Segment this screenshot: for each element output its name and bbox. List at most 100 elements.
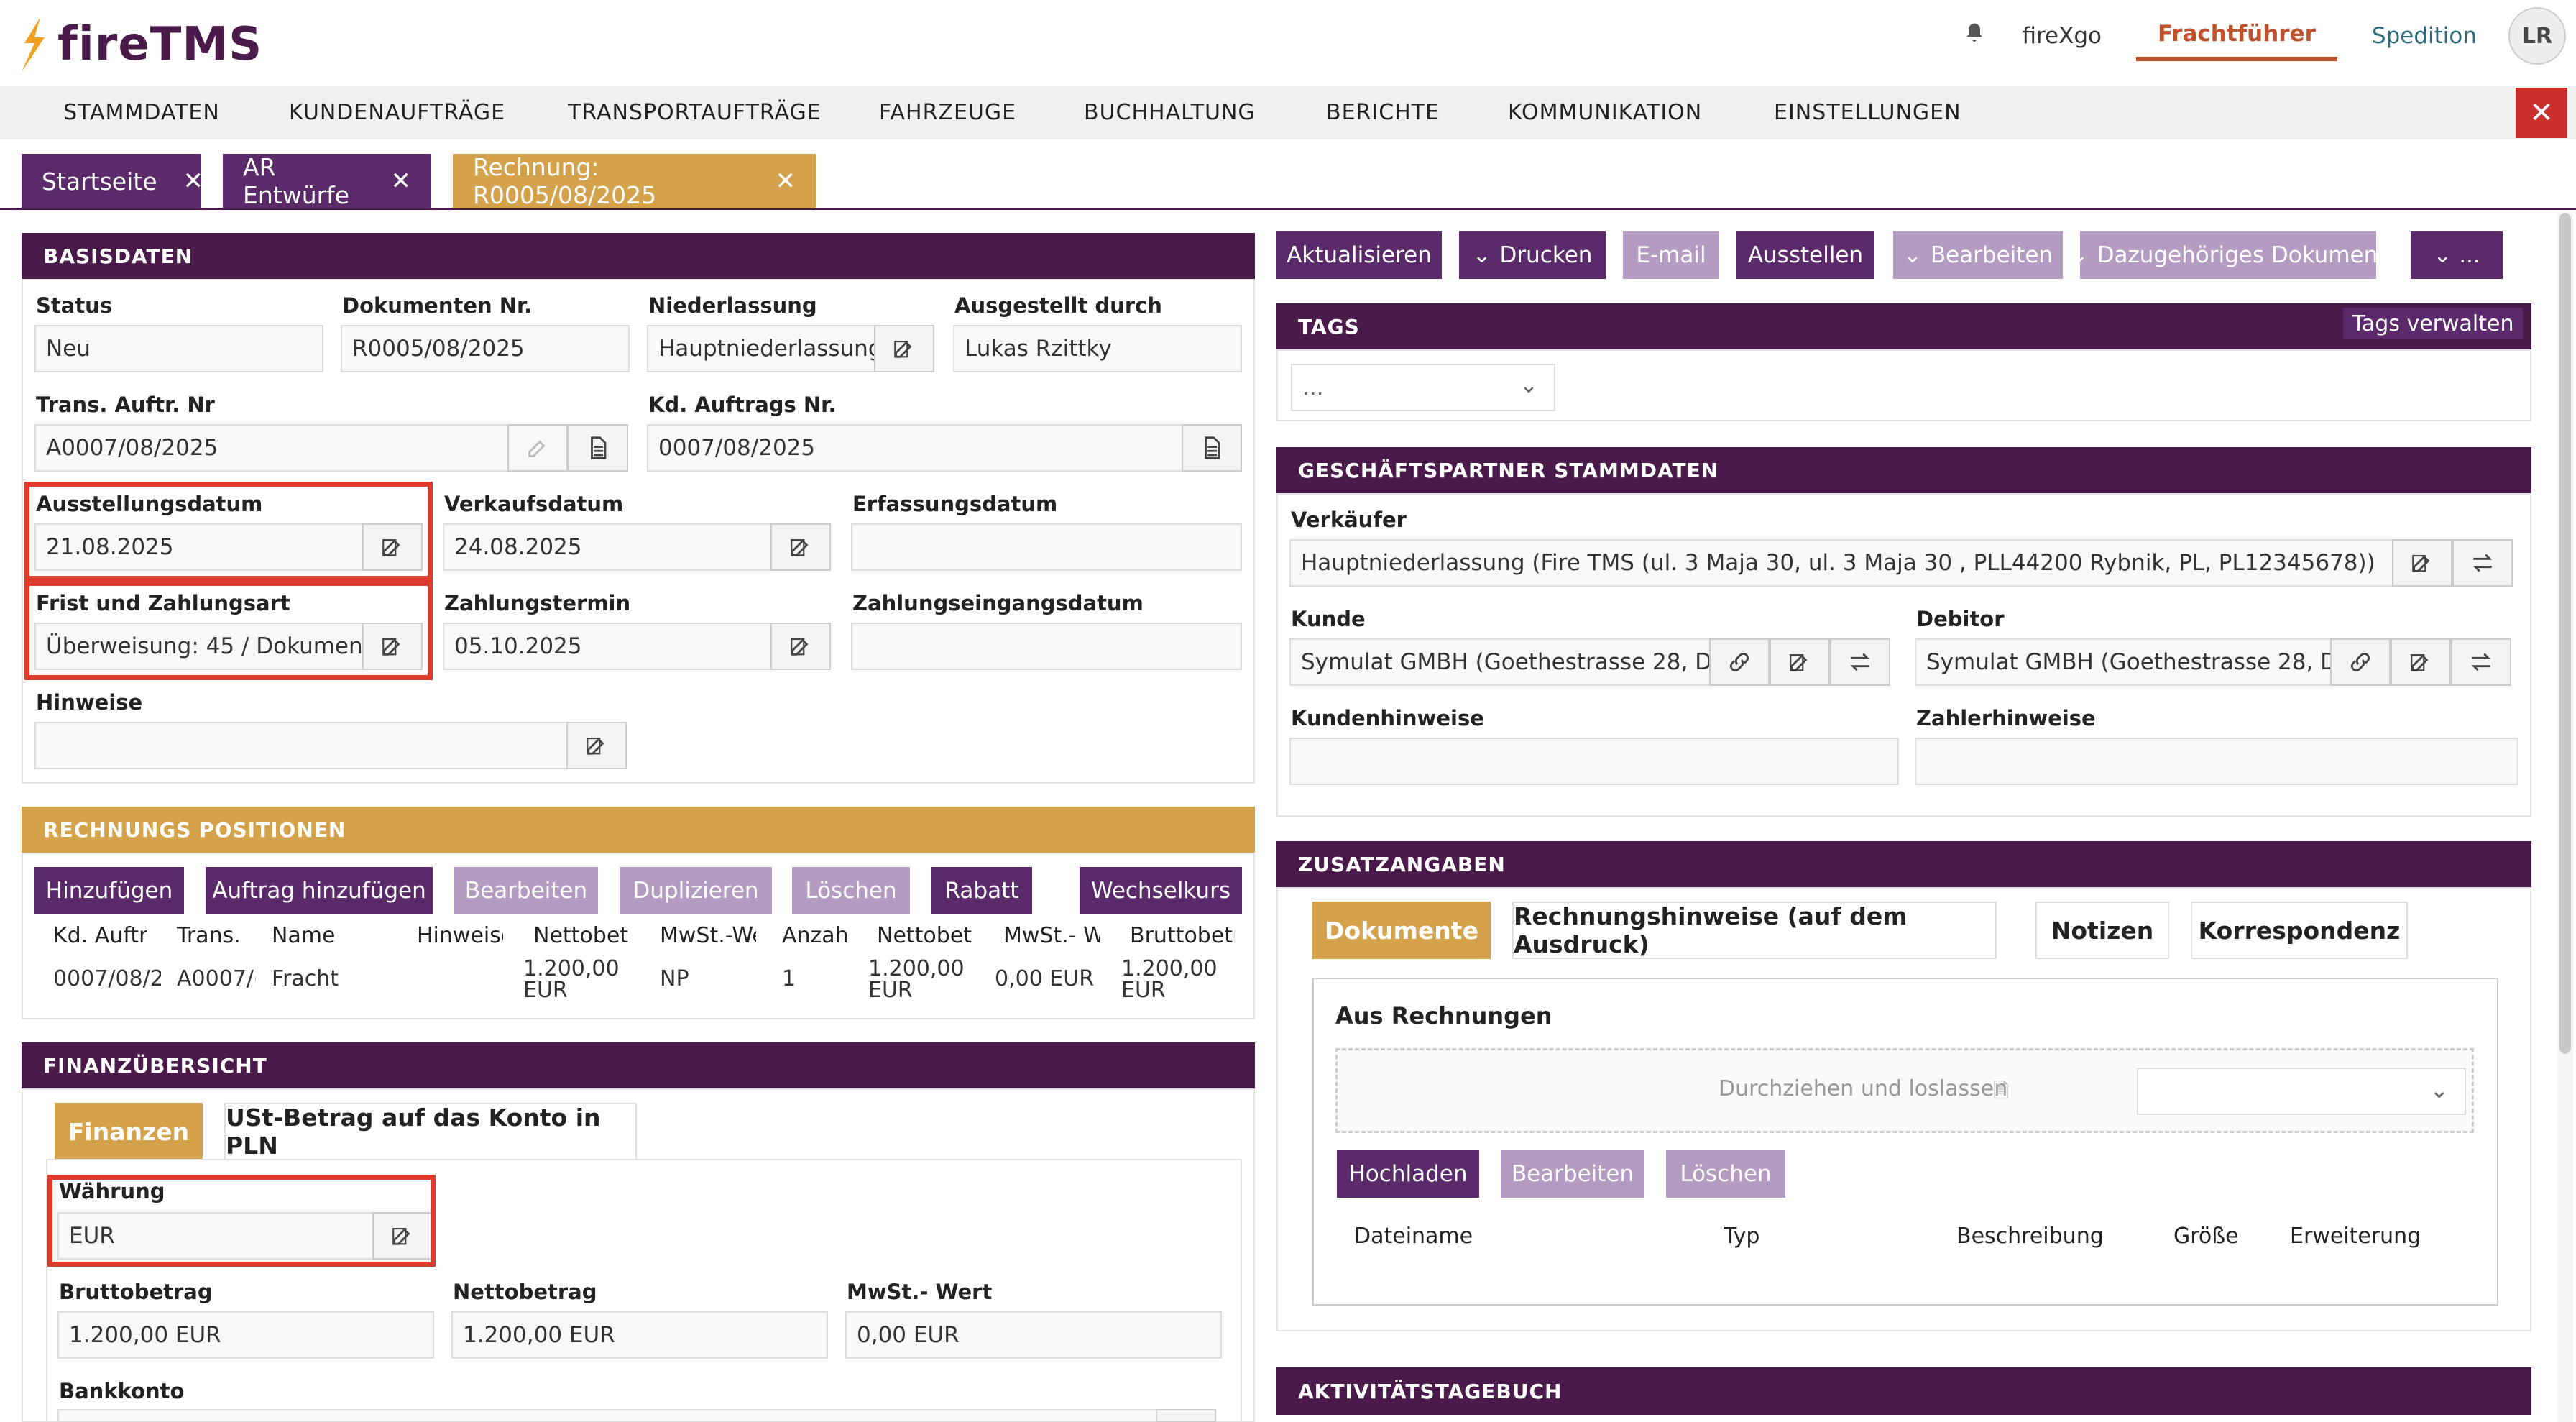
currency-field[interactable]: EUR <box>58 1212 374 1260</box>
column-header[interactable]: Bruttobetr <box>1130 923 1235 948</box>
add-order-button[interactable]: Auftrag hinzufügen <box>206 867 433 914</box>
net-field[interactable]: 1.200,00 EUR <box>451 1311 828 1359</box>
column-header[interactable]: Kd. Auftra <box>53 923 147 948</box>
close-icon[interactable]: ✕ <box>183 167 204 196</box>
menu-kundenauftraege[interactable]: KUNDENAUFTRÄGE <box>289 100 506 125</box>
bell-icon[interactable] <box>1963 22 1986 51</box>
more-button[interactable]: ⌄... <box>2411 231 2503 279</box>
duplicate-button[interactable]: Duplizieren <box>620 867 772 914</box>
issued-by-field[interactable]: Lukas Rzittky <box>953 325 1242 372</box>
menu-einstellungen[interactable]: EINSTELLUNGEN <box>1774 100 1961 125</box>
tab-startseite[interactable]: Startseite ✕ <box>22 154 204 208</box>
terms-field[interactable]: Überweisung: 45 / Dokumente <box>34 623 364 670</box>
delete-button[interactable]: Löschen <box>792 867 910 914</box>
close-icon[interactable]: ✕ <box>390 167 412 196</box>
bank-field[interactable] <box>58 1409 1157 1422</box>
drop-zone[interactable]: Durchziehen und loslassen 🗎 ⌄ <box>1335 1048 2474 1133</box>
menu-berichte[interactable]: BERICHTE <box>1326 100 1440 125</box>
tab-rechnung[interactable]: Rechnung: R0005/08/2025 ✕ <box>453 153 816 209</box>
menu-buchhaltung[interactable]: BUCHHALTUNG <box>1084 100 1256 125</box>
scrollbar-thumb[interactable] <box>2559 213 2571 1054</box>
menu-transportauftraege[interactable]: TRANSPORTAUFTRÄGE <box>568 100 822 125</box>
column-header[interactable]: Beschreibung <box>1956 1224 2104 1249</box>
edit-icon[interactable] <box>372 1212 433 1260</box>
scrollbar[interactable] <box>2557 213 2573 1422</box>
cust-notes-field[interactable] <box>1289 738 1899 785</box>
column-header[interactable]: Erweiterung <box>2290 1224 2421 1249</box>
branch-field[interactable]: Hauptniederlassung <box>647 325 875 372</box>
swap-icon[interactable] <box>2451 638 2511 686</box>
tab-dokumente[interactable]: Dokumente <box>1312 902 1491 959</box>
issue-button[interactable]: Ausstellen <box>1736 231 1874 279</box>
customer-field[interactable]: Symulat GMBH (Goethestrasse 28, DE34 <box>1289 638 1711 686</box>
column-header[interactable]: MwSt.-We <box>660 923 756 948</box>
document-type-select[interactable]: ⌄ <box>2137 1068 2466 1115</box>
exchange-rate-button[interactable]: Wechselkurs <box>1080 867 1242 914</box>
related-document-button[interactable]: ⌄ Dazugehöriges Dokument <box>2070 231 2386 279</box>
refresh-button[interactable]: Aktualisieren <box>1276 231 1442 279</box>
edit-icon[interactable] <box>2391 638 2451 686</box>
debtor-field[interactable]: Symulat GMBH (Goethestrasse 28, DE34 <box>1915 638 2332 686</box>
tags-select[interactable]: ... ⌄ <box>1291 364 1555 411</box>
swap-icon[interactable] <box>2452 539 2513 587</box>
column-header[interactable]: Hinweise <box>417 923 503 948</box>
edit-icon[interactable] <box>874 325 934 372</box>
edit-button-bank[interactable] <box>1156 1409 1216 1422</box>
menu-kommunikation[interactable]: KOMMUNIKATION <box>1508 100 1703 125</box>
manage-tags-button[interactable]: Tags verwalten <box>2343 308 2523 339</box>
cust-order-field[interactable]: 0007/08/2025 <box>647 424 1183 472</box>
carrier-tab[interactable]: Frachtführer <box>2135 11 2337 61</box>
delete-document-button[interactable]: Löschen <box>1666 1150 1785 1198</box>
trans-field[interactable]: A0007/08/2025 <box>34 424 509 472</box>
column-header[interactable]: Typ <box>1724 1224 1760 1249</box>
discount-button[interactable]: Rabatt <box>932 867 1032 914</box>
column-header[interactable]: Dateiname <box>1354 1224 1473 1249</box>
edit-icon[interactable] <box>2392 539 2452 587</box>
tab-notizen[interactable]: Notizen <box>2036 902 2169 959</box>
avatar[interactable]: LR <box>2508 7 2566 65</box>
app-logo[interactable]: fireTMS <box>19 16 262 73</box>
status-field[interactable]: Neu <box>34 325 323 372</box>
add-button[interactable]: Hinzufügen <box>34 867 184 914</box>
close-icon[interactable]: ✕ <box>775 167 796 196</box>
column-header[interactable]: Anzah <box>782 923 847 948</box>
edit-icon[interactable] <box>566 722 627 769</box>
edit-icon[interactable] <box>362 523 423 571</box>
docnr-field[interactable]: R0005/08/2025 <box>341 325 630 372</box>
upload-button[interactable]: Hochladen <box>1337 1150 1479 1198</box>
edit-document-button[interactable]: Bearbeiten <box>1501 1150 1644 1198</box>
tab-ar-entwuerfe[interactable]: AR Entwürfe ✕ <box>223 153 431 209</box>
print-button[interactable]: ⌄ Drucken <box>1459 231 1606 279</box>
company-link[interactable]: fireXgo <box>2022 23 2102 49</box>
edit-icon[interactable] <box>770 523 831 571</box>
column-header[interactable]: Trans. <box>177 923 241 948</box>
edit-dropdown-button[interactable]: ⌄ Bearbeiten <box>1893 231 2063 279</box>
edit-icon[interactable] <box>770 623 831 670</box>
menu-fahrzeuge[interactable]: FAHRZEUGE <box>879 100 1017 125</box>
column-header[interactable]: Nettobetr <box>877 923 973 948</box>
document-icon[interactable] <box>568 424 628 472</box>
issue-date-field[interactable]: 21.08.2025 <box>34 523 364 571</box>
seller-field[interactable]: Hauptniederlassung (Fire TMS (ul. 3 Maja… <box>1289 539 2393 587</box>
tab-korrespondenz[interactable]: Korrespondenz <box>2191 902 2408 959</box>
email-button[interactable]: E-mail <box>1623 231 1719 279</box>
column-header[interactable]: Nettobetr <box>533 923 630 948</box>
column-header[interactable]: MwSt.- W <box>1003 923 1100 948</box>
column-header[interactable]: Größe <box>2174 1224 2239 1249</box>
edit-button[interactable]: Bearbeiten <box>454 867 598 914</box>
edit-icon[interactable] <box>1770 638 1830 686</box>
link-icon[interactable] <box>2330 638 2391 686</box>
edit-icon[interactable] <box>362 623 423 670</box>
tab-finanzen[interactable]: Finanzen <box>55 1103 203 1160</box>
entry-date-field[interactable] <box>851 523 1242 571</box>
paid-field[interactable] <box>851 623 1242 670</box>
link-icon[interactable] <box>1709 638 1770 686</box>
tab-rechnungshinweise[interactable]: Rechnungshinweise (auf dem Ausdruck) <box>1512 902 1997 959</box>
notes-field[interactable] <box>34 722 568 769</box>
document-icon[interactable] <box>1182 424 1242 472</box>
gross-field[interactable]: 1.200,00 EUR <box>58 1311 434 1359</box>
swap-icon[interactable] <box>1830 638 1890 686</box>
menu-stammdaten[interactable]: STAMMDATEN <box>63 100 220 125</box>
close-icon[interactable]: ✕ <box>2516 88 2567 138</box>
column-header[interactable]: Name <box>272 923 336 948</box>
